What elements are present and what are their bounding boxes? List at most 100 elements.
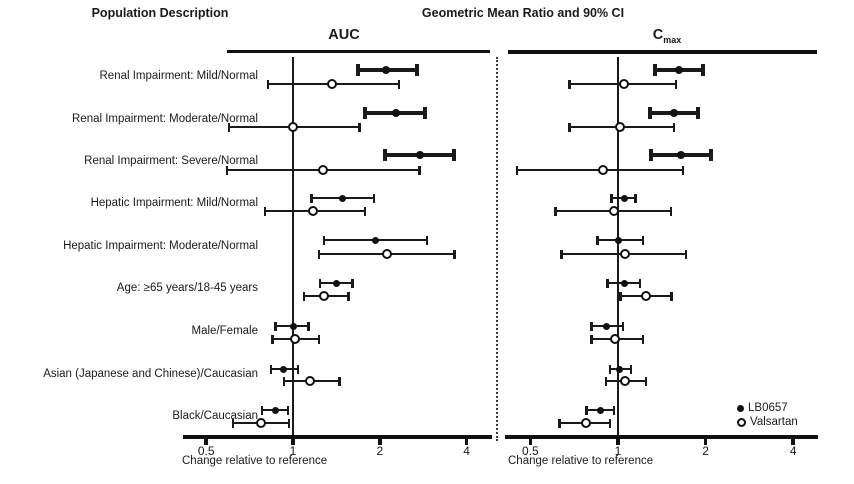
ci-cap-low	[322, 235, 326, 245]
ci-cap-low	[610, 193, 613, 203]
ci-cap-high	[307, 321, 310, 331]
ci-cap-high	[684, 249, 688, 259]
ci-cap-low	[554, 206, 557, 216]
panel-divider	[496, 57, 498, 441]
ci-cap-low	[260, 405, 264, 415]
ci-cap-low	[606, 278, 609, 288]
ci-cap-low	[608, 364, 612, 374]
valsartan-marker	[581, 417, 592, 428]
lb0657-marker	[333, 279, 341, 287]
lb0657-marker	[272, 406, 280, 414]
cmax-title-subscript: max	[663, 34, 682, 45]
ci-cap-high	[641, 235, 645, 245]
lb0657-marker	[602, 322, 610, 330]
ci-cap-low	[560, 249, 563, 259]
ci-cap-high	[423, 107, 428, 119]
ci-cap-low	[558, 418, 561, 428]
valsartan-marker	[308, 205, 319, 216]
x-tick	[703, 439, 708, 445]
lb0657-marker	[677, 151, 686, 159]
lb0657-marker	[381, 66, 390, 74]
lb0657-marker	[289, 322, 297, 330]
lb0657-marker	[391, 109, 400, 117]
legend-label-valsartan: Valsartan	[750, 416, 798, 428]
valsartan-marker	[615, 121, 626, 132]
ci-cap-low	[604, 376, 608, 386]
legend-item-lb0657: LB0657	[737, 401, 798, 415]
ci-cap-low	[363, 107, 368, 119]
ci-cap-high	[452, 149, 457, 161]
lb0657-marker	[371, 236, 379, 244]
ci-cap-low	[274, 321, 277, 331]
lb0657-marker	[614, 236, 622, 244]
x-tick-label: 1	[289, 444, 297, 458]
row-label: Asian (Japanese and Chinese)/Caucasian	[43, 368, 258, 380]
row-label: Renal Impairment: Mild/Normal	[99, 70, 259, 82]
ci-cap-high	[363, 206, 367, 216]
row-label: Black/Caucasian	[172, 410, 258, 422]
valsartan-marker	[608, 205, 619, 216]
ci-cap-low	[382, 149, 387, 161]
ci-cap-high	[317, 334, 321, 344]
valsartan-marker	[319, 290, 330, 301]
ci-cap-low	[263, 206, 267, 216]
x-tick	[464, 439, 469, 445]
legend-item-valsartan: Valsartan	[737, 415, 798, 429]
ci-cap-high	[681, 165, 685, 175]
ci-cap-low	[231, 418, 235, 428]
valsartan-marker	[619, 375, 630, 386]
population-description-title: Population Description	[91, 6, 229, 20]
ci-cap-high	[358, 122, 361, 132]
x-tick-label: 0.5	[197, 444, 215, 458]
ci-cap-low	[568, 79, 571, 89]
ci-cap-high	[286, 405, 290, 415]
ci-cap-high	[418, 165, 421, 175]
ci-cap-low	[266, 79, 270, 89]
reference-line	[292, 57, 294, 441]
x-axis-line	[183, 435, 492, 439]
row-label: Male/Female	[191, 325, 258, 337]
ci-cap-low	[225, 165, 229, 175]
ci-cap-high	[351, 278, 354, 288]
ci-cap-low	[619, 291, 622, 301]
x-tick	[378, 439, 382, 445]
ci-cap-low	[282, 376, 286, 386]
ci-cap-high	[347, 291, 350, 301]
lb0657-marker	[620, 279, 628, 287]
x-tick-label: 4	[463, 444, 470, 458]
row-label: Renal Impairment: Moderate/Normal	[72, 113, 258, 125]
valsartan-marker	[610, 333, 621, 344]
ci-cap-high	[669, 206, 673, 216]
auc-xaxis-label: Change relative to reference	[182, 455, 328, 467]
ci-cap-low	[652, 64, 657, 76]
ci-cap-high	[415, 64, 420, 76]
x-tick	[528, 439, 533, 445]
panel-top-rule	[508, 50, 817, 54]
ci-cap-low	[585, 405, 588, 415]
ci-cap-high	[425, 235, 428, 245]
figure-title: Geometric Mean Ratio and 90% CI	[421, 6, 625, 20]
ci-cap-high	[296, 364, 300, 374]
valsartan-marker	[256, 417, 267, 428]
cmax-title-main: C	[652, 27, 664, 43]
x-tick-label: 2	[376, 444, 384, 458]
ci-cap-low	[649, 149, 654, 161]
panel-top-rule	[227, 50, 490, 53]
ci-cap-high	[629, 364, 633, 374]
x-tick-label: 4	[789, 444, 797, 458]
lb0657-marker	[615, 365, 623, 373]
lb0657-marker	[620, 194, 628, 202]
ci-cap-high	[612, 405, 616, 415]
ci-cap-high	[621, 321, 625, 331]
x-axis-line	[505, 435, 818, 439]
ci-cap-low	[269, 364, 273, 374]
lb0657-marker	[415, 151, 424, 159]
ci-cap-low	[355, 64, 360, 76]
open-circle-icon	[737, 417, 746, 427]
ci-cap-low	[317, 249, 321, 259]
row-label: Renal Impairment: Severe/Normal	[84, 155, 258, 167]
ci-cap-low	[318, 278, 322, 288]
valsartan-marker	[619, 248, 630, 259]
ci-cap-low	[596, 235, 599, 245]
ci-cap-high	[672, 122, 676, 132]
